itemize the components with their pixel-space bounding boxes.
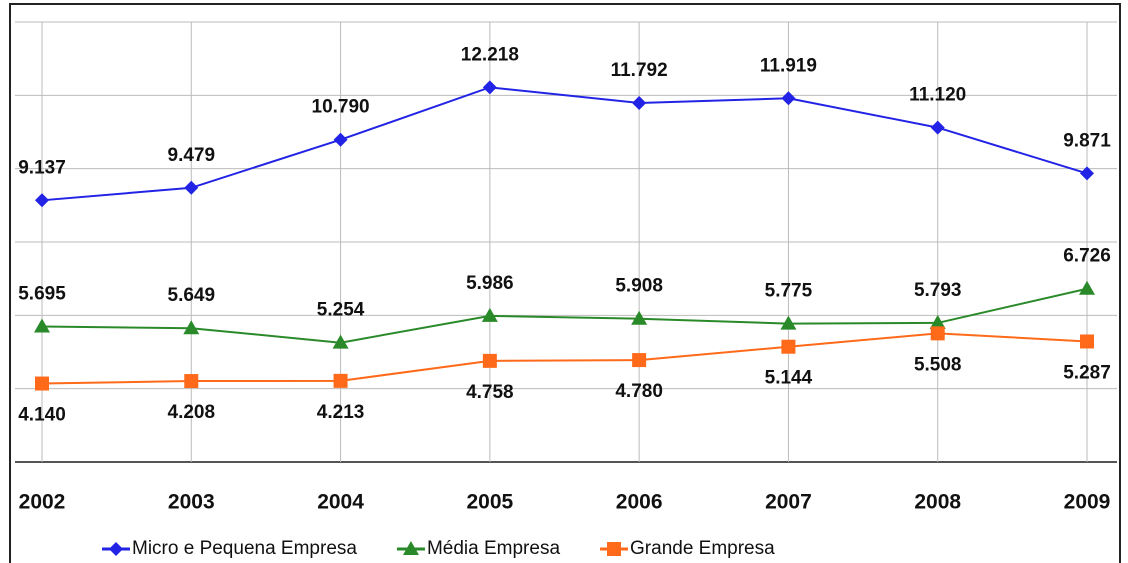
data-point xyxy=(632,95,647,110)
data-point xyxy=(481,307,498,322)
data-label: 4.758 xyxy=(466,382,514,403)
x-tick-label: 2004 xyxy=(317,491,364,514)
x-tick-label: 2008 xyxy=(914,491,961,514)
data-label: 5.254 xyxy=(317,300,365,321)
data-point xyxy=(332,334,349,349)
data-label: 5.649 xyxy=(168,285,216,306)
data-label: 5.695 xyxy=(18,284,66,305)
legend-label: Grande Empresa xyxy=(630,538,775,559)
data-point xyxy=(482,353,497,368)
data-point xyxy=(1080,334,1094,349)
data-label: 11.919 xyxy=(760,55,817,76)
x-tick-label: 2007 xyxy=(765,491,812,514)
data-label: 4.780 xyxy=(615,381,663,402)
series-line xyxy=(41,86,1088,202)
data-label: 11.792 xyxy=(611,60,668,81)
data-point xyxy=(780,315,797,330)
x-tick-label: 2002 xyxy=(19,491,66,514)
data-label: 5.287 xyxy=(1063,362,1111,383)
data-point xyxy=(184,374,199,389)
data-label: 12.218 xyxy=(461,44,519,65)
data-label: 5.508 xyxy=(914,354,962,375)
data-point xyxy=(184,180,199,195)
legend-marker xyxy=(109,542,123,556)
x-tick-label: 2005 xyxy=(466,491,513,514)
data-point xyxy=(34,318,50,333)
data-point xyxy=(183,320,200,335)
data-label: 9.871 xyxy=(1063,130,1111,151)
data-label: 9.479 xyxy=(168,145,216,166)
legend-label: Média Empresa xyxy=(427,538,560,559)
legend-marker xyxy=(607,542,622,556)
data-point xyxy=(929,314,946,329)
data-point xyxy=(35,376,49,391)
data-point xyxy=(781,339,796,354)
series-line xyxy=(41,332,1088,385)
data-label: 4.208 xyxy=(168,402,216,423)
data-label: 5.793 xyxy=(914,280,962,301)
data-label: 6.726 xyxy=(1063,246,1111,267)
data-point xyxy=(631,310,648,325)
data-label: 5.144 xyxy=(765,368,813,389)
data-label: 5.908 xyxy=(615,276,663,297)
data-point xyxy=(1079,280,1095,295)
data-point xyxy=(482,80,497,95)
legend-marker xyxy=(402,541,419,555)
data-label: 4.213 xyxy=(317,402,365,423)
x-tick-label: 2006 xyxy=(616,491,663,514)
data-label: 10.790 xyxy=(312,97,370,118)
x-tick-label: 2009 xyxy=(1064,491,1111,514)
x-tick-label: 2003 xyxy=(168,491,215,514)
data-label: 11.120 xyxy=(909,85,966,106)
data-point xyxy=(333,373,348,388)
data-label: 5.775 xyxy=(765,281,813,302)
legend-label: Micro e Pequena Empresa xyxy=(132,538,357,559)
frame xyxy=(9,3,1121,563)
data-label: 9.137 xyxy=(18,157,66,178)
data-point xyxy=(930,326,945,341)
data-point xyxy=(333,132,348,147)
data-point xyxy=(781,91,796,106)
series-line xyxy=(41,287,1088,344)
data-label: 5.986 xyxy=(466,273,514,294)
data-point xyxy=(1080,166,1094,181)
data-point xyxy=(35,193,49,208)
data-point xyxy=(930,120,945,135)
data-label: 4.140 xyxy=(18,405,66,426)
data-point xyxy=(632,353,647,368)
